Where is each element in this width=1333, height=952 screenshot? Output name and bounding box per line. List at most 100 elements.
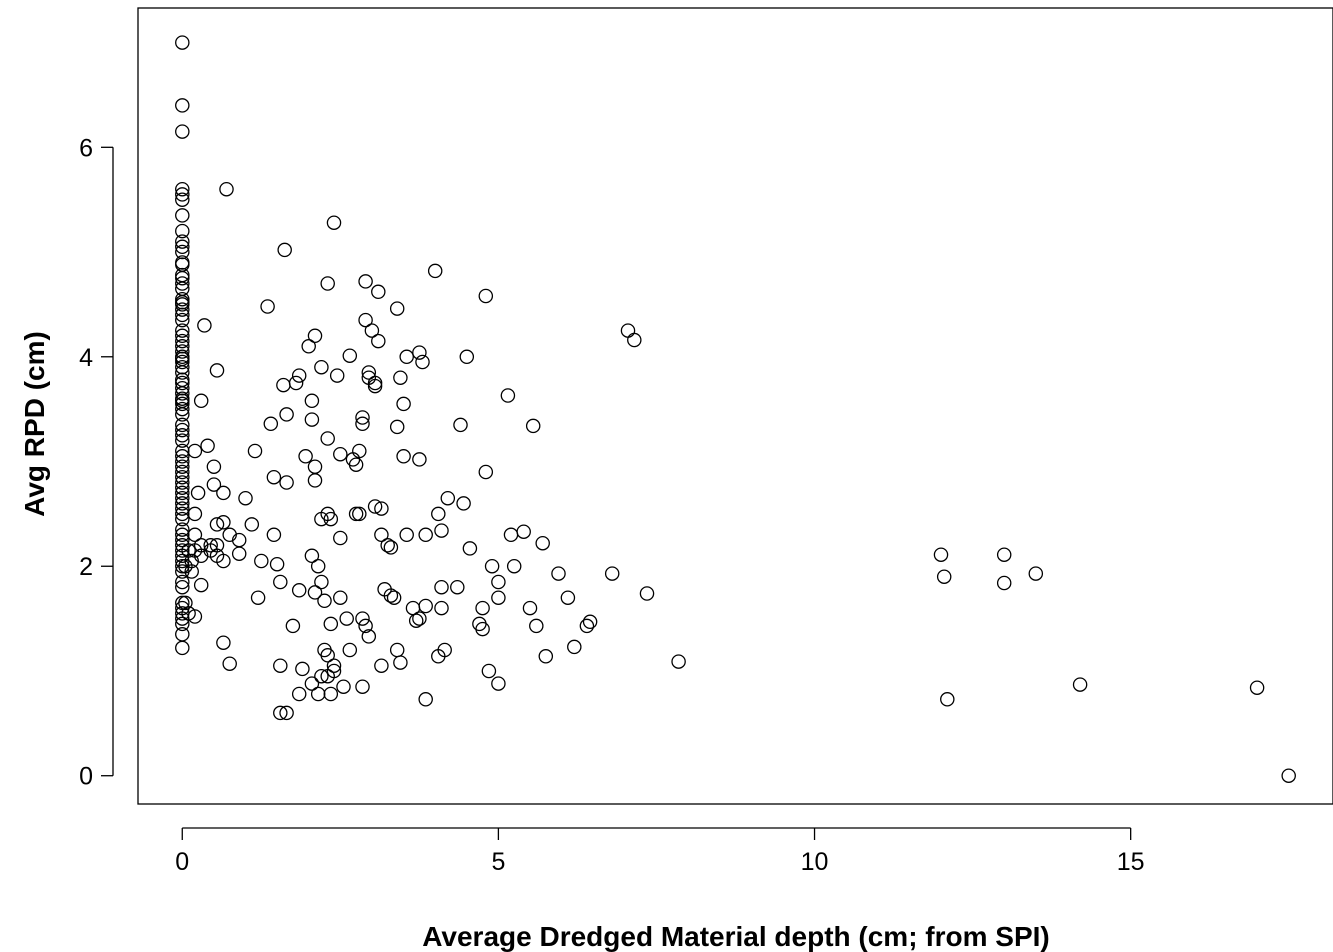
y-tick-label: 2: [79, 553, 93, 581]
data-point: [193, 393, 209, 409]
data-point: [358, 618, 373, 634]
data-point: [393, 370, 408, 385]
data-point: [374, 658, 389, 673]
data-point: [175, 532, 190, 548]
data-point: [178, 595, 193, 611]
data-point: [1249, 680, 1265, 695]
data-point: [418, 598, 433, 614]
x-tick-label: 5: [491, 848, 505, 876]
data-point: [175, 422, 190, 438]
y-tick-label: 0: [79, 763, 93, 791]
data-point: [181, 543, 196, 558]
data-point: [412, 345, 427, 360]
data-point: [412, 611, 427, 626]
data-point: [358, 312, 373, 328]
data-point: [604, 566, 620, 581]
data-point: [355, 679, 370, 694]
data-point: [288, 375, 304, 391]
data-point: [175, 234, 190, 249]
data-point: [459, 349, 475, 365]
data-point: [383, 588, 399, 603]
data-point: [516, 524, 531, 539]
data-point: [371, 284, 386, 300]
data-point: [529, 618, 544, 634]
data-point: [175, 270, 190, 286]
data-point: [361, 629, 377, 644]
data-point: [175, 640, 190, 656]
data-point: [247, 443, 263, 459]
data-point: [579, 618, 595, 634]
data-point: [175, 375, 190, 391]
data-point: [244, 517, 260, 532]
data-point: [323, 511, 339, 527]
data-point: [323, 616, 339, 632]
data-point: [500, 388, 516, 403]
data-point: [279, 475, 294, 490]
data-point: [222, 656, 237, 671]
data-point: [175, 496, 190, 511]
data-point: [175, 291, 190, 307]
data-point: [491, 590, 506, 605]
data-point: [456, 496, 471, 511]
data-point: [481, 663, 497, 679]
data-point: [1281, 768, 1296, 783]
data-point: [175, 428, 190, 443]
data-point: [175, 459, 190, 474]
data-point: [389, 642, 405, 658]
data-point: [175, 485, 190, 501]
data-point: [462, 541, 478, 556]
data-point: [336, 679, 351, 694]
data-point: [193, 577, 209, 593]
data-point: [361, 365, 377, 380]
data-point: [209, 363, 225, 378]
data-point: [326, 663, 342, 679]
data-point: [522, 600, 538, 616]
data-point: [250, 590, 266, 605]
data-point: [291, 583, 307, 598]
data-point: [175, 480, 190, 495]
data-point: [434, 600, 449, 616]
data-point: [175, 396, 190, 412]
data-point: [503, 527, 519, 543]
plot-frame: [137, 7, 1333, 805]
data-point: [996, 575, 1012, 591]
data-point: [996, 547, 1012, 562]
data-point: [374, 527, 389, 543]
data-point: [175, 328, 190, 344]
data-point: [358, 274, 373, 289]
data-point: [367, 375, 383, 391]
data-point: [269, 556, 285, 572]
data-point: [408, 613, 424, 628]
data-point: [175, 627, 190, 642]
data-point: [333, 446, 348, 462]
data-point: [190, 485, 206, 501]
data-point: [386, 590, 402, 605]
data-point: [371, 333, 386, 349]
data-point: [627, 332, 642, 348]
data-point: [219, 181, 234, 197]
data-point: [342, 348, 358, 363]
data-point: [175, 35, 190, 50]
data-point: [187, 443, 203, 459]
data-point: [936, 569, 952, 584]
data-point: [671, 654, 686, 669]
data-point: [355, 611, 370, 626]
data-point: [175, 595, 190, 611]
data-point: [279, 705, 294, 721]
data-point: [620, 323, 636, 338]
data-point: [175, 354, 190, 370]
data-point: [440, 490, 456, 506]
data-point: [434, 523, 449, 538]
data-points: [175, 35, 1296, 783]
data-point: [352, 506, 367, 522]
data-point: [491, 676, 506, 691]
data-point: [304, 676, 320, 691]
data-point: [320, 431, 335, 446]
data-point: [333, 530, 348, 546]
data-point: [187, 609, 203, 624]
data-point: [175, 579, 190, 595]
data-point: [273, 574, 288, 590]
y-tick-label: 6: [79, 134, 93, 162]
data-point: [304, 548, 320, 564]
